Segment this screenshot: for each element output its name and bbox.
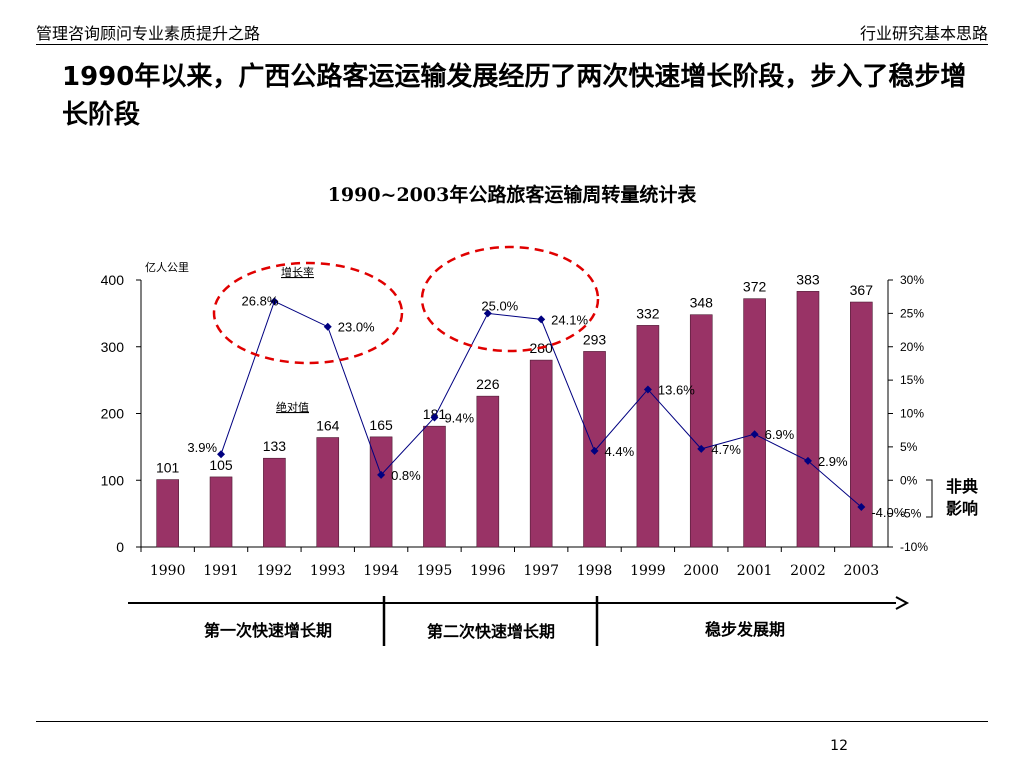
- bar-1995: [423, 425, 446, 548]
- bar-2001: [743, 298, 766, 548]
- bar-value-label: 372: [743, 279, 767, 295]
- growth-value-label: 6.9%: [765, 427, 795, 442]
- bar-1994: [369, 436, 393, 548]
- growth-value-label: 25.0%: [481, 298, 518, 313]
- header-right-text: 行业研究基本思路: [859, 24, 988, 43]
- bar-value-label: 164: [316, 418, 340, 434]
- growth-value-label: 3.9%: [187, 440, 217, 455]
- right-tick-label: 20%: [900, 340, 924, 354]
- growth-point-2002: [803, 456, 812, 465]
- left-tick-label: 400: [101, 272, 125, 288]
- right-tick-label: 0%: [900, 473, 918, 487]
- bar-value-label: 165: [369, 417, 393, 433]
- growth-value-label: 4.7%: [711, 442, 741, 457]
- x-tick-label: 1994: [363, 563, 399, 579]
- left-tick-label: 300: [101, 339, 125, 355]
- growth-value-label: 24.1%: [551, 312, 588, 327]
- growth-point-1993: [323, 322, 332, 331]
- right-tick-label: 15%: [900, 373, 924, 387]
- x-tick-label: 1991: [203, 563, 239, 579]
- bar-1992: [263, 457, 286, 548]
- bar-value-label: 293: [583, 331, 607, 347]
- left-axis-unit-label: 亿人公里: [145, 261, 189, 274]
- right-tick-label: 10%: [900, 407, 924, 421]
- highlight-ellipse-second: [420, 245, 600, 353]
- bar-value-label: 383: [796, 271, 820, 287]
- left-tick-label: 0: [116, 539, 124, 555]
- x-tick-label: 1999: [630, 563, 666, 579]
- series-label-growth: 增长率: [281, 265, 314, 279]
- growth-value-label: 9.4%: [444, 411, 474, 426]
- growth-value-label: 13.6%: [658, 382, 695, 397]
- bar-value-label: 133: [263, 438, 287, 454]
- top-divider: [36, 44, 988, 45]
- bar-value-label: 105: [209, 457, 233, 473]
- growth-point-2003: [857, 502, 866, 511]
- growth-point-1998: [590, 446, 599, 455]
- growth-point-1991: [217, 450, 226, 459]
- phase-label: 稳步发展期: [705, 620, 785, 639]
- x-tick-label: 1998: [577, 563, 613, 579]
- series-label-absolute: 绝对值: [276, 400, 309, 414]
- x-tick-label: 2003: [844, 563, 880, 579]
- growth-value-label: -4.0%: [871, 505, 905, 520]
- growth-value-label: 23.0%: [338, 320, 375, 335]
- right-tick-label: -10%: [900, 540, 928, 554]
- right-tick-label: -5%: [900, 507, 922, 521]
- bar-1990: [156, 479, 179, 548]
- bar-value-label: 101: [156, 460, 180, 476]
- highlight-ellipse-first: [212, 261, 404, 365]
- bar-value-label: 367: [850, 282, 874, 298]
- bar-1996: [476, 395, 500, 548]
- bar-1997: [529, 359, 553, 548]
- x-tick-label: 1997: [523, 563, 559, 579]
- bar-value-label: 348: [690, 295, 714, 311]
- bar-2000: [689, 314, 713, 548]
- growth-point-2001: [750, 430, 759, 439]
- right-tick-label: 30%: [900, 273, 924, 287]
- growth-point-2000: [697, 444, 706, 453]
- x-tick-label: 1996: [470, 563, 506, 579]
- x-tick-label: 1995: [417, 563, 453, 579]
- x-tick-label: 2002: [790, 563, 826, 579]
- bar-value-label: 226: [476, 376, 500, 392]
- x-tick-label: 1992: [257, 563, 293, 579]
- bar-1993: [316, 437, 340, 548]
- growth-point-1992: [270, 297, 279, 306]
- chart-title: 1990~2003年公路旅客运输周转量统计表: [327, 184, 697, 206]
- left-tick-label: 200: [101, 406, 125, 422]
- growth-point-1997: [537, 315, 546, 324]
- bar-value-label: 332: [636, 305, 660, 321]
- phase-label: 第二次快速增长期: [427, 622, 555, 641]
- growth-value-label: 4.4%: [605, 444, 635, 459]
- sars-impact-label: 非典影响: [946, 477, 979, 518]
- bar-2002: [796, 291, 820, 548]
- bar-1991: [209, 476, 233, 548]
- page-number: 12: [830, 738, 848, 754]
- growth-point-1995: [430, 413, 439, 422]
- slide-title: 1990年以来，广西公路客运运输发展经历了两次快速增长阶段，步入了稳步增长阶段: [62, 62, 967, 130]
- bar-1999: [636, 325, 660, 548]
- x-tick-label: 2001: [737, 563, 773, 579]
- growth-value-label: 26.8%: [242, 293, 279, 308]
- x-tick-label: 1990: [150, 563, 186, 579]
- right-tick-label: 25%: [900, 306, 924, 320]
- bar-2003: [850, 301, 873, 548]
- sars-bracket: [926, 479, 933, 518]
- header-left-text: 管理咨询顾问专业素质提升之路: [36, 24, 261, 43]
- growth-value-label: 0.8%: [391, 468, 421, 483]
- x-tick-label: 2000: [683, 563, 719, 579]
- x-tick-label: 1993: [310, 563, 346, 579]
- bottom-divider: [36, 721, 988, 722]
- timeline-arrow-head: [895, 596, 910, 610]
- growth-point-1994: [377, 470, 386, 479]
- growth-value-label: 2.9%: [818, 454, 848, 469]
- growth-point-1996: [483, 309, 492, 318]
- left-tick-label: 100: [101, 472, 125, 488]
- right-tick-label: 5%: [900, 440, 918, 454]
- growth-point-1999: [643, 385, 652, 394]
- phase-label: 第一次快速增长期: [204, 621, 332, 640]
